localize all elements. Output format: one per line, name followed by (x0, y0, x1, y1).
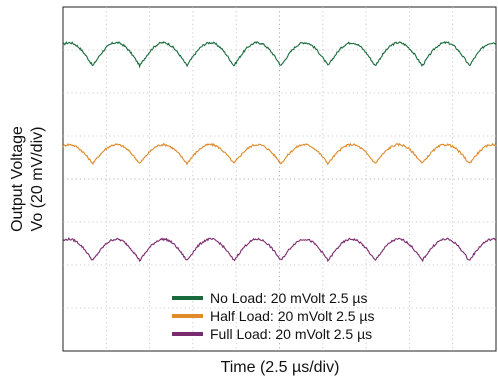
legend-label-half-load: Half Load: 20 mVolt 2.5 µs (210, 308, 375, 324)
waveform-traces (62, 41, 497, 263)
legend-label-no-load: No Load: 20 mVolt 2.5 µs (210, 290, 368, 306)
grid-lines (63, 7, 496, 351)
series-line-full-load (62, 237, 497, 263)
legend: No Load: 20 mVolt 2.5 µs Half Load: 20 m… (172, 290, 375, 342)
series-line-half-load (62, 142, 497, 166)
y-axis-title-line2: Vo (20 mV/div) (29, 127, 46, 232)
legend-label-full-load: Full Load: 20 mVolt 2.5 µs (210, 326, 372, 342)
y-axis-title-line1: Output Voltage (9, 126, 26, 232)
series-line-no-load (62, 41, 497, 69)
x-axis-title: Time (2.5 µs/div) (221, 359, 340, 376)
